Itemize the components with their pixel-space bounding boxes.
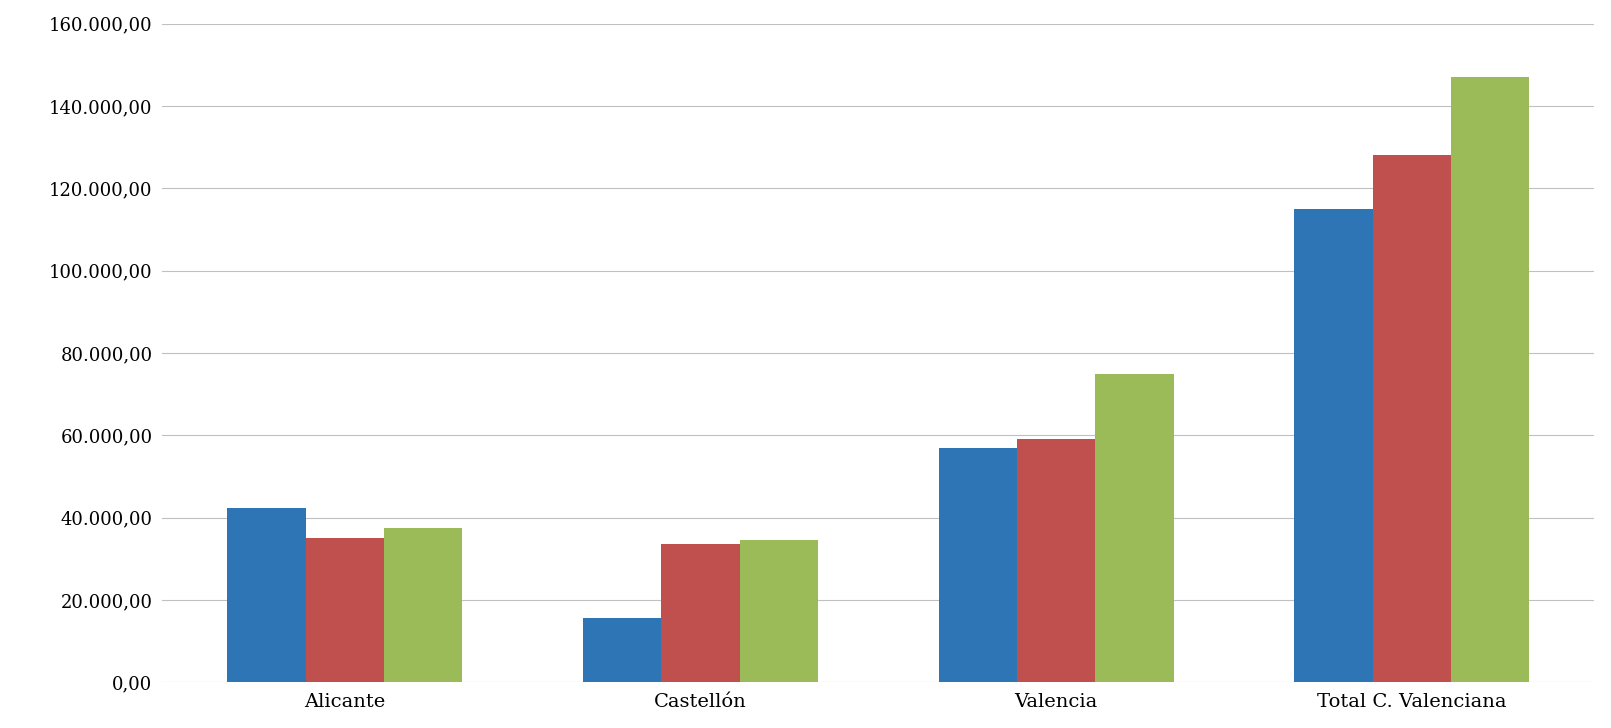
Bar xyxy=(661,545,739,682)
Bar xyxy=(1017,440,1095,682)
Bar xyxy=(939,448,1017,682)
Bar xyxy=(739,540,818,682)
Bar xyxy=(1295,209,1373,682)
Bar xyxy=(583,618,661,682)
Bar xyxy=(1373,155,1452,682)
Bar xyxy=(306,538,383,682)
Bar xyxy=(383,528,462,682)
Bar xyxy=(1095,373,1173,682)
Bar xyxy=(1452,77,1529,682)
Bar xyxy=(227,508,306,682)
